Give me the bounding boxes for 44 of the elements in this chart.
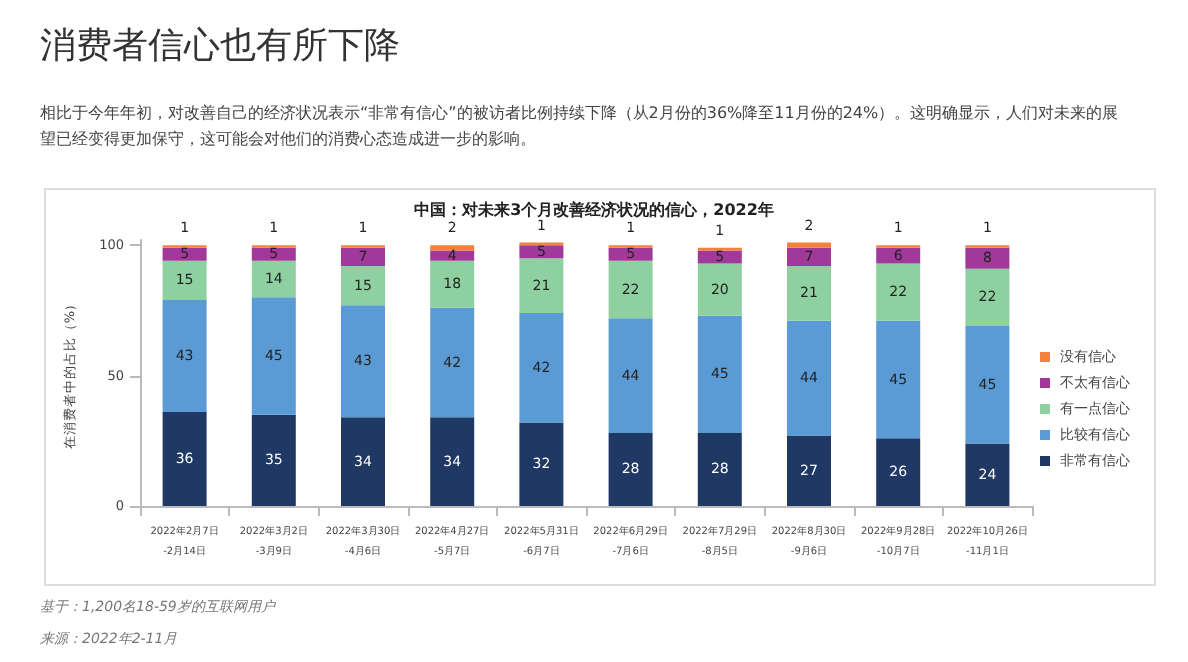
bar xyxy=(697,263,742,316)
bar xyxy=(162,247,207,261)
bar xyxy=(876,320,921,439)
bar xyxy=(965,247,1010,269)
bar xyxy=(787,247,831,267)
bar xyxy=(519,245,564,259)
bar xyxy=(341,305,385,418)
bar xyxy=(519,313,564,423)
bar xyxy=(251,297,296,415)
bar xyxy=(162,299,207,413)
bar xyxy=(608,318,653,433)
bar xyxy=(251,414,296,506)
bar xyxy=(430,417,475,506)
bar xyxy=(697,250,742,264)
bar xyxy=(965,326,1010,444)
bar xyxy=(430,250,475,261)
bar xyxy=(430,245,475,251)
bar xyxy=(876,263,921,321)
bar xyxy=(341,266,385,306)
bar xyxy=(162,412,207,506)
bar xyxy=(251,247,296,261)
bar xyxy=(608,247,653,261)
bar xyxy=(162,260,207,300)
bar xyxy=(430,307,475,418)
bar xyxy=(341,417,385,506)
bar xyxy=(876,438,921,506)
bar xyxy=(965,268,1010,327)
bar xyxy=(787,320,831,436)
bar xyxy=(251,260,296,298)
bar xyxy=(608,432,653,506)
bar xyxy=(430,260,475,308)
bar xyxy=(697,315,742,433)
bar xyxy=(787,242,831,248)
bar xyxy=(697,432,742,506)
bar xyxy=(965,443,1010,506)
text: 中国：对未来3个月改善经济状况的信心，2022年 xyxy=(414,199,774,219)
bar xyxy=(608,260,653,319)
bar xyxy=(787,435,831,506)
bar xyxy=(787,266,831,321)
bar xyxy=(341,247,385,267)
bar xyxy=(519,422,564,506)
chart-subtitle: 相比于今年年初，对改善自己的经济状况表示“非常有信心”的被访者比例持续下降（从2月份的36%降至11月份的24%）。这明确显示，人们对未来的展望已经变得更加保守，这可能会对他们的消费心态造成进一步的影响。 xyxy=(40,104,1119,148)
chart-title: 消费者信心也有所下降 xyxy=(40,25,400,67)
bar xyxy=(519,258,564,314)
